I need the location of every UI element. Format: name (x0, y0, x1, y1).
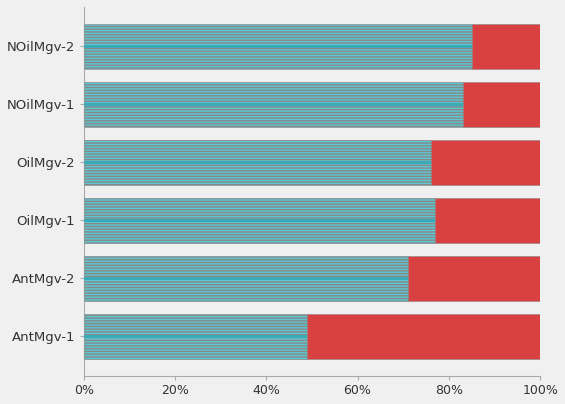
Bar (84, 24, 472, 69)
Bar (84, 335, 307, 338)
Bar (307, 314, 540, 359)
Bar (84, 256, 408, 301)
Bar (84, 314, 307, 359)
Bar (472, 24, 540, 69)
Bar (84, 103, 463, 106)
Bar (84, 161, 431, 164)
Bar (463, 82, 540, 127)
Bar (84, 45, 472, 48)
Bar (84, 140, 431, 185)
Bar (408, 256, 540, 301)
Bar (84, 198, 435, 243)
Bar (84, 219, 435, 222)
Bar (84, 82, 463, 127)
Bar (84, 277, 408, 280)
Bar (431, 140, 540, 185)
Bar (435, 198, 540, 243)
